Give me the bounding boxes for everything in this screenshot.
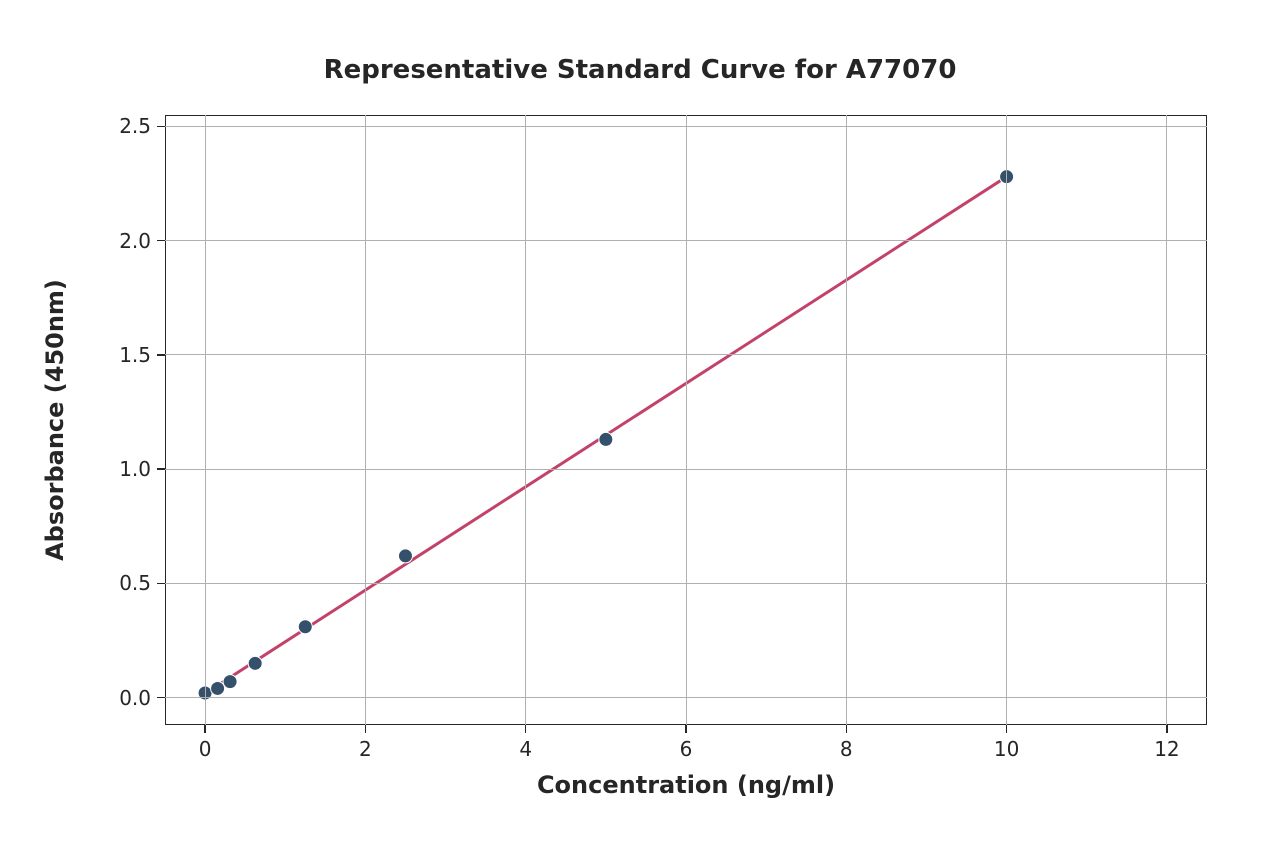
data-point [211, 681, 225, 695]
gridline-vertical [365, 115, 366, 725]
data-point [599, 432, 613, 446]
y-tick [157, 240, 165, 242]
figure: Representative Standard Curve for A77070… [0, 0, 1280, 845]
y-tick [157, 697, 165, 699]
gridline-vertical [1006, 115, 1007, 725]
x-tick [1006, 725, 1008, 733]
x-tick [525, 725, 527, 733]
x-tick-label: 6 [680, 737, 693, 761]
y-tick-label: 2.0 [119, 229, 151, 253]
y-tick [157, 126, 165, 128]
x-tick-label: 2 [359, 737, 372, 761]
gridline-horizontal [165, 126, 1207, 127]
x-tick-label: 8 [840, 737, 853, 761]
data-point [248, 656, 262, 670]
x-tick-label: 4 [519, 737, 532, 761]
y-tick-label: 0.0 [119, 686, 151, 710]
x-tick [685, 725, 687, 733]
gridline-horizontal [165, 583, 1207, 584]
chart-title: Representative Standard Curve for A77070 [0, 55, 1280, 85]
gridline-horizontal [165, 240, 1207, 241]
gridline-horizontal [165, 469, 1207, 470]
y-tick-label: 2.5 [119, 114, 151, 138]
gridline-horizontal [165, 354, 1207, 355]
x-tick [365, 725, 367, 733]
gridline-vertical [686, 115, 687, 725]
x-tick [846, 725, 848, 733]
x-tick-label: 10 [994, 737, 1019, 761]
data-point [223, 675, 237, 689]
y-tick [157, 354, 165, 356]
plot-area [165, 115, 1207, 725]
y-axis-label: Absorbance (450nm) [41, 115, 69, 725]
data-point [298, 620, 312, 634]
gridline-vertical [205, 115, 206, 725]
x-axis-label: Concentration (ng/ml) [165, 771, 1207, 799]
x-tick [204, 725, 206, 733]
y-tick [157, 583, 165, 585]
x-tick [1166, 725, 1168, 733]
x-tick-label: 12 [1154, 737, 1179, 761]
data-point [398, 549, 412, 563]
y-tick [157, 468, 165, 470]
x-tick-label: 0 [199, 737, 212, 761]
y-tick-label: 1.0 [119, 457, 151, 481]
gridline-horizontal [165, 697, 1207, 698]
gridline-vertical [1166, 115, 1167, 725]
y-tick-label: 1.5 [119, 343, 151, 367]
gridline-vertical [846, 115, 847, 725]
gridline-vertical [525, 115, 526, 725]
y-tick-label: 0.5 [119, 571, 151, 595]
